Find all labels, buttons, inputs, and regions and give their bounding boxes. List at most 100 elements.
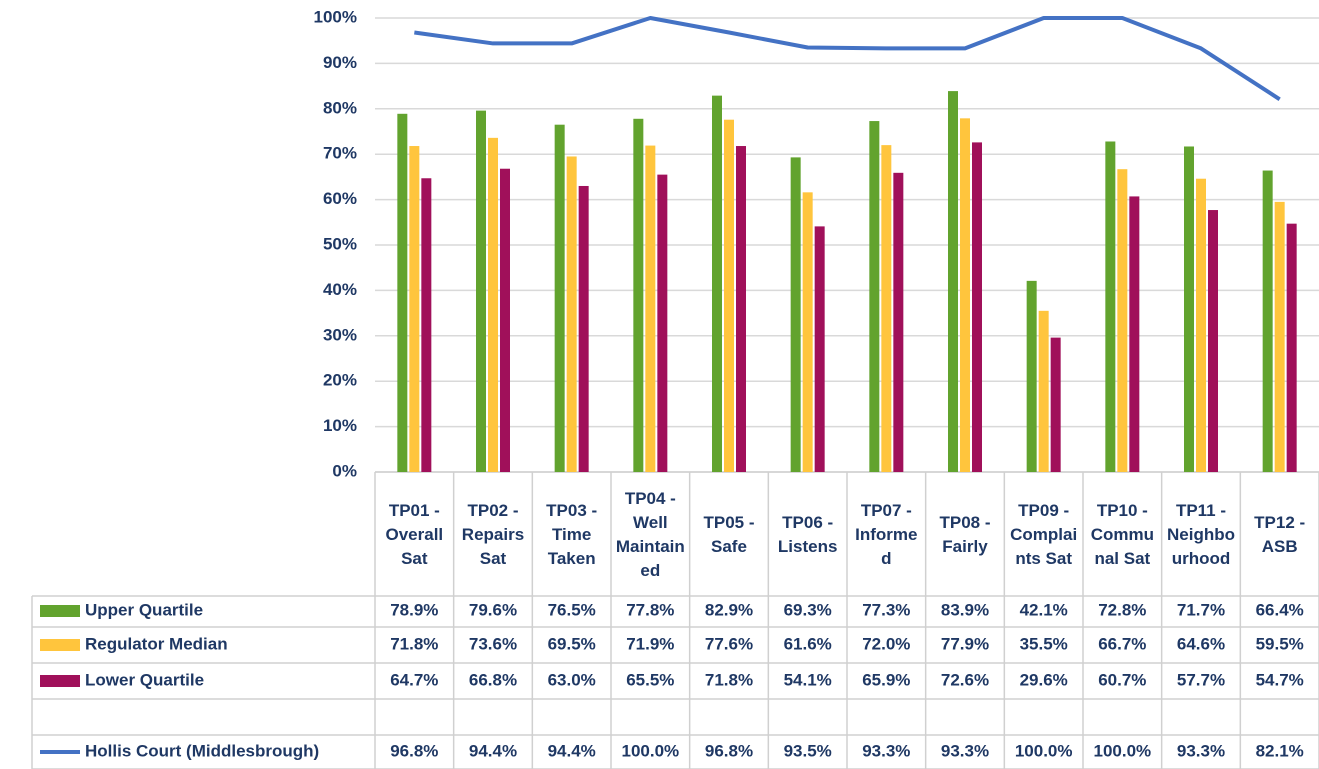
y-tick-label: 40% xyxy=(323,280,357,299)
table-cell: 72.6% xyxy=(941,670,989,689)
table-cell: 29.6% xyxy=(1020,670,1068,689)
bar xyxy=(397,113,408,472)
bar xyxy=(1196,178,1206,472)
bar xyxy=(881,145,892,472)
bar xyxy=(1026,280,1037,472)
bar xyxy=(409,146,420,472)
bar xyxy=(960,118,970,473)
table-cell: 77.9% xyxy=(941,634,989,653)
table-cell: 93.3% xyxy=(862,741,910,760)
table-cell: 77.8% xyxy=(626,600,674,619)
table-cell: 78.9% xyxy=(390,600,438,619)
y-tick-label: 100% xyxy=(314,7,357,26)
table-cell: 57.7% xyxy=(1177,670,1225,689)
x-tick-label: TP10 - Communal Sat xyxy=(1090,501,1154,568)
bar xyxy=(712,95,722,472)
bar xyxy=(802,192,813,472)
legend-key xyxy=(40,639,80,651)
table-cell: 100.0% xyxy=(1093,741,1151,760)
bar xyxy=(1274,201,1285,472)
legend-label: Upper Quartile xyxy=(85,600,203,619)
x-tick-label: TP03 - Time Taken xyxy=(546,501,598,568)
legend-label: Lower Quartile xyxy=(85,670,204,689)
y-tick-label: 10% xyxy=(323,416,357,435)
table-cell: 72.8% xyxy=(1098,600,1146,619)
bar xyxy=(488,137,498,472)
table-cell: 93.3% xyxy=(1177,741,1225,760)
table-cell: 54.7% xyxy=(1256,670,1304,689)
y-tick-label: 30% xyxy=(323,325,357,344)
table-cell: 93.3% xyxy=(941,741,989,760)
table-cell: 69.3% xyxy=(784,600,832,619)
bar xyxy=(500,168,510,472)
y-tick-label: 70% xyxy=(323,144,357,163)
table-cell: 73.6% xyxy=(469,634,517,653)
legend-key xyxy=(40,675,80,687)
table-cell: 71.8% xyxy=(390,634,438,653)
x-tick-label: TP08 - Fairly xyxy=(939,513,991,556)
table-cell: 82.9% xyxy=(705,600,753,619)
bar xyxy=(736,146,746,472)
bar xyxy=(814,226,825,472)
table-cell: 82.1% xyxy=(1256,741,1304,760)
bar xyxy=(790,157,801,473)
y-tick-label: 50% xyxy=(323,234,357,253)
bar xyxy=(724,119,734,473)
legend-key xyxy=(40,605,80,617)
x-tick-label: TP01 - Overall Sat xyxy=(385,501,444,568)
bar xyxy=(476,110,486,472)
y-tick-label: 0% xyxy=(332,461,357,480)
table-cell: 64.6% xyxy=(1177,634,1225,653)
table-cell: 71.9% xyxy=(626,634,674,653)
bar xyxy=(421,178,432,472)
table-cell: 77.6% xyxy=(705,634,753,653)
bar xyxy=(1262,170,1273,472)
table-cell: 77.3% xyxy=(862,600,910,619)
bar xyxy=(1050,337,1061,472)
table-cell: 94.4% xyxy=(469,741,517,760)
table-cell: 76.5% xyxy=(548,600,596,619)
y-tick-label: 60% xyxy=(323,189,357,208)
table-cell: 60.7% xyxy=(1098,670,1146,689)
table-cell: 100.0% xyxy=(621,741,679,760)
y-tick-label: 90% xyxy=(323,53,357,72)
bar xyxy=(657,174,668,472)
x-tick-label: TP07 - Informed xyxy=(855,501,918,568)
table-cell: 71.7% xyxy=(1177,600,1225,619)
table-cell: 54.1% xyxy=(784,670,832,689)
table-cell: 35.5% xyxy=(1020,634,1068,653)
bar xyxy=(972,142,982,472)
bar xyxy=(633,118,644,473)
x-tick-label: TP06 - Listens xyxy=(777,513,838,556)
table-cell: 59.5% xyxy=(1256,634,1304,653)
table-cell: 93.5% xyxy=(784,741,832,760)
bar xyxy=(1129,196,1140,472)
bar xyxy=(869,121,880,473)
legend-label: Hollis Court (Middlesbrough) xyxy=(85,741,319,760)
table-cell: 42.1% xyxy=(1020,600,1068,619)
y-tick-label: 20% xyxy=(323,371,357,390)
table-cell: 66.4% xyxy=(1256,600,1304,619)
table-cell: 66.7% xyxy=(1098,634,1146,653)
table-cell: 72.0% xyxy=(862,634,910,653)
line-series xyxy=(414,16,1281,101)
table-cell: 63.0% xyxy=(548,670,596,689)
bar xyxy=(1208,210,1218,473)
legend-label: Regulator Median xyxy=(85,634,228,653)
x-tick-label: TP04 - Well Maintained xyxy=(615,489,685,580)
bar xyxy=(1184,146,1194,472)
table-cell: 65.5% xyxy=(626,670,674,689)
bar xyxy=(948,91,958,473)
bar xyxy=(1105,141,1116,472)
bar xyxy=(566,156,577,472)
x-tick-label: TP12 - ASB xyxy=(1254,513,1306,556)
y-tick-label: 80% xyxy=(323,98,357,117)
table-cell: 96.8% xyxy=(390,741,438,760)
table-cell: 83.9% xyxy=(941,600,989,619)
table-cell: 71.8% xyxy=(705,670,753,689)
bar xyxy=(645,145,656,472)
table-cell: 100.0% xyxy=(1015,741,1073,760)
table-cell: 94.4% xyxy=(548,741,596,760)
x-tick-label: TP11 - Neighbourhood xyxy=(1166,501,1235,568)
